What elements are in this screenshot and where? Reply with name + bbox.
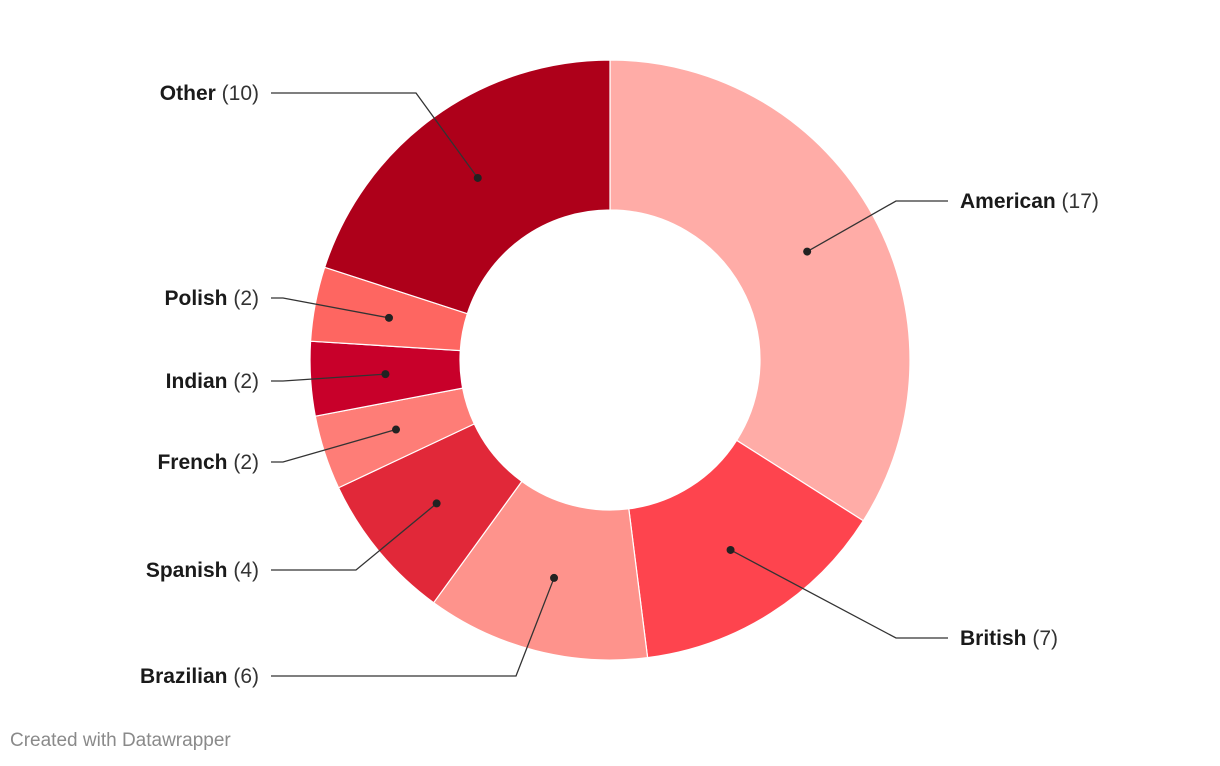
- slice-label-value: (10): [216, 82, 259, 105]
- leader-dot-brazilian: [550, 573, 559, 582]
- slice-british: [628, 439, 865, 659]
- leader-dot-indian: [381, 370, 390, 379]
- slice-label-french: French (2): [157, 451, 259, 474]
- leader-line-american: [806, 200, 948, 253]
- leader-line-other: [271, 92, 479, 179]
- leader-dot-spanish: [432, 499, 441, 508]
- slice-label-name: Indian: [166, 370, 228, 393]
- leader-line-brazilian: [271, 577, 555, 677]
- slice-label-spanish: Spanish (4): [146, 559, 259, 582]
- slice-label-british: British (7): [960, 627, 1058, 650]
- leader-line-spanish: [271, 502, 438, 571]
- slice-label-name: French: [157, 451, 227, 474]
- slice-label-value: (2): [228, 287, 260, 310]
- slice-label-value: (17): [1056, 190, 1099, 213]
- slice-label-polish: Polish (2): [164, 287, 259, 310]
- leader-line-indian: [271, 373, 386, 382]
- slice-label-other: Other (10): [160, 82, 259, 105]
- leader-line-polish: [271, 297, 390, 319]
- leader-dot-american: [803, 247, 812, 256]
- slice-label-value: (7): [1027, 627, 1059, 650]
- leader-dot-british: [726, 545, 735, 554]
- slice-label-name: Brazilian: [140, 665, 228, 688]
- slice-label-brazilian: Brazilian (6): [140, 665, 259, 688]
- slice-label-name: British: [960, 627, 1027, 650]
- leader-lines-group: [271, 92, 948, 677]
- leader-dot-french: [392, 425, 401, 434]
- slices-group: [309, 59, 911, 661]
- leader-dot-other: [473, 173, 482, 182]
- slice-label-name: Polish: [164, 287, 227, 310]
- slice-label-name: Spanish: [146, 559, 228, 582]
- slice-other: [323, 59, 611, 315]
- slice-label-name: Other: [160, 82, 216, 105]
- labels-group: American (17) British (7) Brazilian (6) Spa…: [140, 82, 1099, 688]
- leader-line-british: [730, 549, 948, 639]
- slice-label-value: (6): [228, 665, 260, 688]
- leader-line-french: [271, 428, 397, 463]
- slice-label-american: American (17): [960, 190, 1099, 213]
- slice-label-value: (2): [228, 451, 260, 474]
- leader-dot-polish: [384, 313, 393, 322]
- slice-label-name: American: [960, 190, 1056, 213]
- slice-label-value: (4): [228, 559, 260, 582]
- slice-label-indian: Indian (2): [166, 370, 259, 393]
- slice-label-value: (2): [228, 370, 260, 393]
- slice-american: [609, 59, 911, 522]
- credit-text: Created with Datawrapper: [10, 730, 231, 751]
